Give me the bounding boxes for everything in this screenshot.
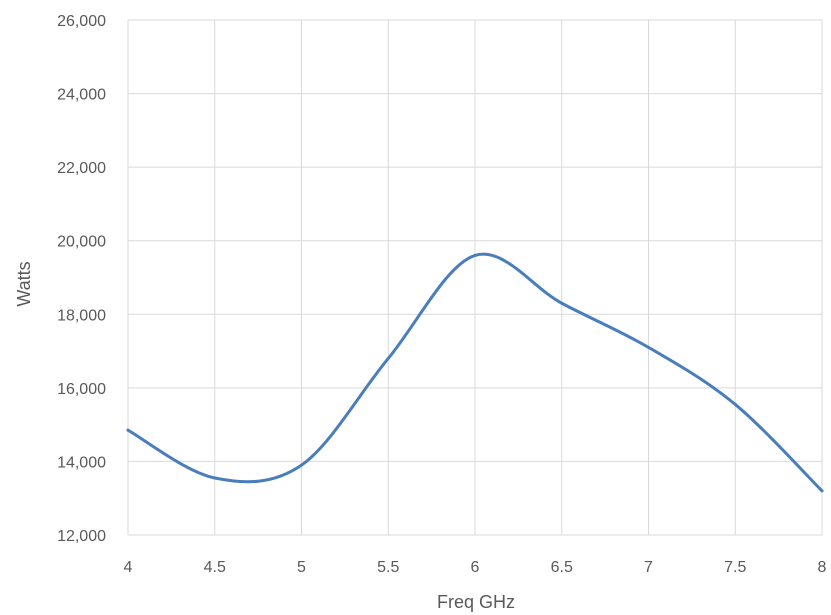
y-tick-label: 12,000 (57, 528, 106, 545)
y-tick-label: 14,000 (57, 454, 106, 471)
x-tick-label: 4 (124, 559, 133, 576)
series-layer (126, 252, 824, 493)
x-tick-label: 6 (471, 559, 480, 576)
y-tick-label: 16,000 (57, 381, 106, 398)
y-tick-label: 20,000 (57, 234, 106, 251)
data-point (300, 463, 303, 467)
gridlines (127, 19, 823, 536)
x-tick-label: 7.5 (724, 559, 746, 576)
data-point (820, 489, 824, 493)
x-axis-ticks: 4 4.5 5 5.5 6 6.5 7 7.5 8 (124, 559, 827, 576)
x-tick-label: 6.5 (551, 559, 573, 576)
y-axis-ticks: 12,000 14,000 16,000 18,000 20,000 22,000 24,0… (57, 13, 106, 545)
y-axis-title: Watts (14, 261, 34, 306)
data-point (213, 476, 217, 480)
x-tick-label: 5.5 (377, 559, 399, 576)
data-point (473, 253, 477, 257)
x-tick-label: 8 (818, 559, 827, 576)
data-point (126, 428, 130, 432)
x-tick-label: 4.5 (204, 559, 226, 576)
y-tick-label: 22,000 (57, 160, 106, 177)
x-tick-label: 5 (297, 559, 306, 576)
data-point (560, 301, 564, 305)
x-tick-label: 7 (644, 559, 653, 576)
data-point (647, 345, 650, 349)
y-tick-label: 24,000 (57, 87, 106, 104)
x-axis-title: Freq GHz (437, 592, 515, 612)
y-tick-label: 18,000 (57, 307, 106, 324)
data-point (733, 402, 737, 406)
y-tick-label: 26,000 (57, 13, 106, 30)
data-point (386, 356, 390, 360)
